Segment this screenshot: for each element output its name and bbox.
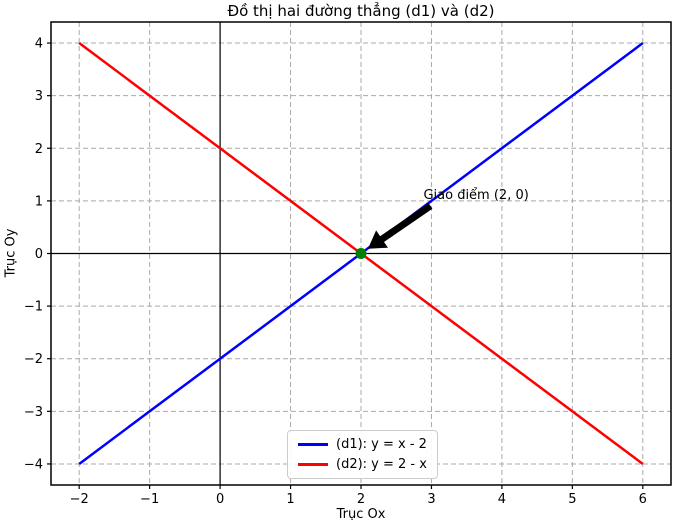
- y-tick-label: −4: [24, 457, 43, 472]
- legend-label-d2: (d2): y = 2 - x: [336, 457, 427, 472]
- intersection-annotation: Giao điểm (2, 0): [423, 187, 529, 203]
- x-tick-label: 1: [286, 492, 294, 507]
- y-tick-label: −1: [24, 300, 43, 315]
- x-tick-label: 5: [568, 492, 576, 507]
- y-tick-label: 3: [35, 89, 43, 104]
- y-tick-label: 4: [35, 37, 43, 52]
- legend-line-sample-d2: [298, 463, 328, 466]
- x-tick-label: 2: [357, 492, 365, 507]
- x-tick-label: 6: [639, 492, 647, 507]
- legend-item-d1: (d1): y = x - 2: [298, 437, 427, 452]
- intersection-point: [355, 248, 367, 259]
- y-tick-label: −3: [24, 405, 43, 420]
- legend-line-sample-d1: [298, 443, 328, 446]
- legend-item-d2: (d2): y = 2 - x: [298, 457, 427, 472]
- x-tick-label: −1: [140, 492, 159, 507]
- x-tick-label: 0: [216, 492, 224, 507]
- y-tick-label: 2: [35, 142, 43, 157]
- x-axis-label: Trục Ox: [336, 507, 386, 522]
- x-tick-label: 4: [498, 492, 506, 507]
- legend: (d1): y = x - 2 (d2): y = 2 - x: [287, 430, 438, 479]
- annotation-arrow: [368, 203, 433, 249]
- x-tick-label: −2: [70, 492, 89, 507]
- y-tick-label: −2: [24, 352, 43, 367]
- x-tick-label: 3: [427, 492, 435, 507]
- y-tick-label: 0: [35, 247, 43, 262]
- chart-title: Đồ thị hai đường thẳng (d1) và (d2): [227, 2, 495, 20]
- legend-label-d1: (d1): y = x - 2: [336, 437, 427, 452]
- y-tick-label: 1: [35, 194, 43, 209]
